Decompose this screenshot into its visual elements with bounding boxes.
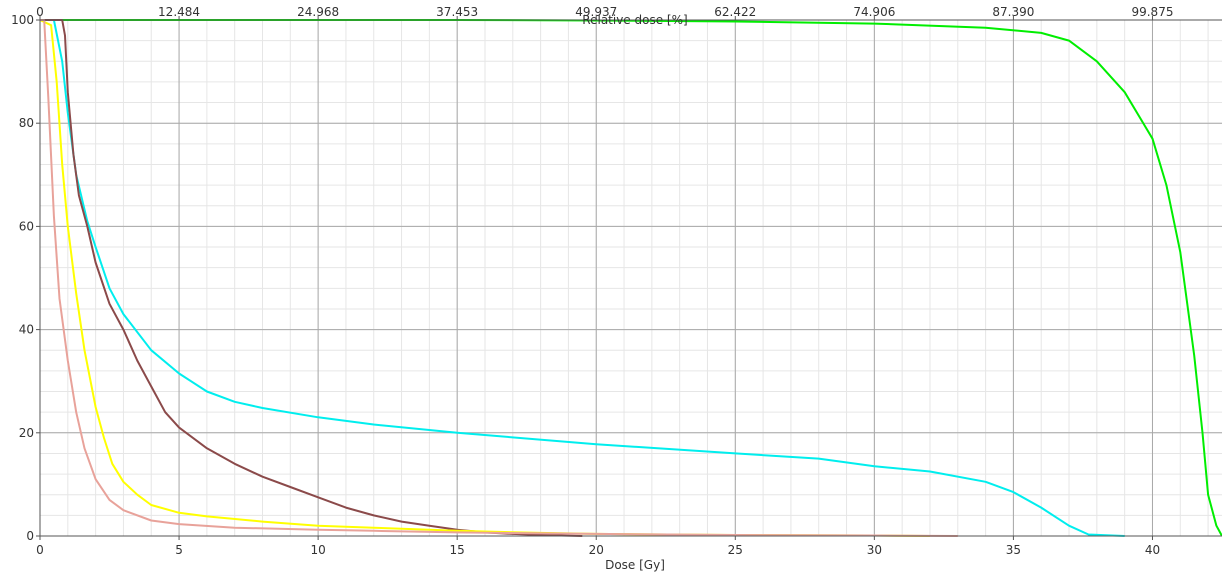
series-line-5: [40, 19, 958, 537]
x-tick-label: 25: [728, 543, 743, 557]
y-tick-label: 0: [26, 529, 34, 543]
x-tick-label: 30: [867, 543, 882, 557]
y-tick-label: 40: [19, 323, 34, 337]
top-tick-label: 0: [36, 5, 44, 19]
top-tick-label: 12.484: [158, 5, 200, 19]
plot-background: [40, 20, 1222, 536]
x-tick-label: 15: [450, 543, 465, 557]
y-tick-label: 80: [19, 116, 34, 130]
x-tick-label: 10: [310, 543, 325, 557]
top-tick-label: 74.906: [853, 5, 895, 19]
top-tick-label: 37.453: [436, 5, 478, 19]
x-tick-label: 40: [1145, 543, 1160, 557]
series-line-2: [40, 19, 1125, 537]
top-tick-label: 87.390: [992, 5, 1034, 19]
top-tick-label: 49.937: [575, 5, 617, 19]
x-tick-label: 0: [36, 543, 44, 557]
top-tick-label: 24.968: [297, 5, 339, 19]
top-tick-label: 99.875: [1131, 5, 1173, 19]
x-tick-label: 35: [1006, 543, 1021, 557]
y-tick-label: 100: [11, 13, 34, 27]
top-tick-label: 62.422: [714, 5, 756, 19]
y-tick-label: 60: [19, 219, 34, 233]
y-tick-label: 20: [19, 426, 34, 440]
series-line-3: [40, 19, 583, 537]
x-tick-label: 5: [175, 543, 183, 557]
x-tick-label: 20: [589, 543, 604, 557]
top-axis-label: Relative dose [%]: [582, 13, 687, 27]
x-axis-label: Dose [Gy]: [605, 558, 665, 572]
